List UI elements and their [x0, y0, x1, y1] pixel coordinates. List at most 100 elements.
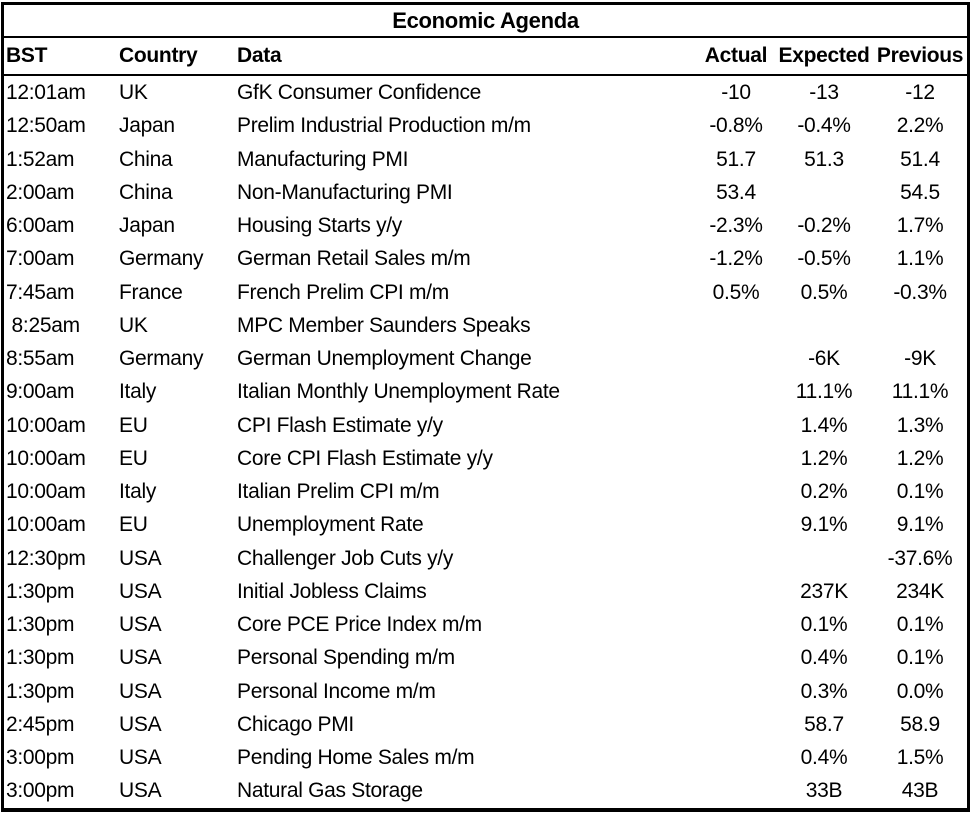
previous-cell: 43B — [901, 779, 939, 803]
expected-cell: -0.4% — [797, 114, 851, 138]
data-cell: Personal Spending m/m — [237, 646, 455, 670]
data-cell: Natural Gas Storage — [237, 779, 423, 803]
previous-cell: 1.2% — [896, 446, 944, 470]
country-cell: USA — [119, 712, 162, 736]
expected-cell: -0.2% — [797, 214, 851, 238]
expected-cell: -0.5% — [797, 247, 851, 271]
previous-cell: 58.9 — [900, 712, 940, 736]
actual-cell: 53.4 — [716, 180, 756, 204]
country-cell: UK — [119, 313, 148, 337]
table-row: 2:00am China Non-Manufacturing PMI 53.4 … — [4, 176, 967, 209]
actual-cell: -0.8% — [709, 114, 763, 138]
country-cell: China — [119, 180, 173, 204]
actual-cell — [697, 509, 775, 542]
actual-cell — [697, 608, 775, 641]
expected-cell: 9.1% — [800, 513, 848, 537]
time-cell: 7:45am — [6, 280, 75, 304]
previous-cell: 1.5% — [896, 746, 944, 770]
actual-cell — [697, 708, 775, 741]
col-header-bst: BST — [4, 37, 119, 76]
previous-cell: 51.4 — [900, 147, 940, 171]
actual-cell — [697, 775, 775, 808]
expected-cell: 0.3% — [800, 679, 848, 703]
time-cell: 8:55am — [6, 347, 75, 371]
country-cell: Germany — [119, 247, 204, 271]
time-cell: 1:30pm — [6, 579, 75, 603]
expected-cell: 1.2% — [800, 446, 848, 470]
previous-cell — [873, 309, 967, 342]
actual-cell — [697, 741, 775, 774]
table-row: 7:00am Germany German Retail Sales m/m -… — [4, 243, 967, 276]
country-cell: UK — [119, 80, 148, 104]
col-header-expected: Expected — [775, 37, 873, 76]
time-cell: 1:30pm — [6, 679, 75, 703]
actual-cell — [697, 342, 775, 375]
country-cell: China — [119, 147, 173, 171]
country-cell: France — [119, 280, 183, 304]
data-cell: Italian Monthly Unemployment Rate — [237, 380, 560, 404]
expected-cell: 1.4% — [800, 413, 848, 437]
previous-cell: -37.6% — [887, 546, 953, 570]
table-row: 1:52am China Manufacturing PMI 51.7 51.3… — [4, 143, 967, 176]
table-row: 10:00am EU Unemployment Rate 9.1% 9.1% — [4, 509, 967, 542]
expected-cell: 51.3 — [804, 147, 844, 171]
col-header-previous: Previous — [873, 37, 968, 76]
col-header-data: Data — [237, 37, 697, 76]
country-cell: USA — [119, 746, 162, 770]
data-cell: Core CPI Flash Estimate y/y — [237, 446, 493, 470]
actual-cell: -10 — [721, 80, 751, 104]
country-cell: USA — [119, 546, 162, 570]
previous-cell: 9.1% — [896, 513, 944, 537]
time-cell: 3:00pm — [6, 779, 75, 803]
country-cell: EU — [119, 413, 148, 437]
time-cell: 7:00am — [6, 247, 75, 271]
table-row: 1:30pm USA Personal Income m/m 0.3% 0.0% — [4, 675, 967, 708]
table-row: 8:55am Germany German Unemployment Chang… — [4, 342, 967, 375]
country-cell: Japan — [119, 114, 175, 138]
table-row: 6:00am Japan Housing Starts y/y -2.3% -0… — [4, 209, 967, 242]
previous-cell: 0.1% — [896, 480, 944, 504]
table-row: 2:45pm USA Chicago PMI 58.7 58.9 — [4, 708, 967, 741]
previous-cell: 11.1% — [891, 380, 949, 404]
country-cell: EU — [119, 446, 148, 470]
country-cell: USA — [119, 579, 162, 603]
time-cell: 8:25am — [6, 313, 81, 337]
time-cell: 10:00am — [6, 513, 86, 537]
previous-cell: 234K — [896, 579, 944, 603]
time-cell: 2:00am — [6, 180, 75, 204]
table-row: 1:30pm USA Initial Jobless Claims 237K 2… — [4, 575, 967, 608]
country-cell: EU — [119, 513, 148, 537]
data-cell: German Retail Sales m/m — [237, 247, 471, 271]
data-cell: Personal Income m/m — [237, 679, 436, 703]
time-cell: 9:00am — [6, 380, 75, 404]
actual-cell: -2.3% — [709, 214, 763, 238]
actual-cell — [697, 409, 775, 442]
table-row: 12:50am Japan Prelim Industrial Producti… — [4, 110, 967, 143]
data-cell: GfK Consumer Confidence — [237, 80, 482, 104]
previous-cell: 0.0% — [896, 679, 944, 703]
country-cell: Germany — [119, 347, 204, 371]
country-cell: Japan — [119, 214, 175, 238]
country-cell: Italy — [119, 380, 157, 404]
time-cell: 1:52am — [6, 147, 75, 171]
expected-cell — [775, 309, 873, 342]
actual-cell — [697, 475, 775, 508]
data-cell: Non-Manufacturing PMI — [237, 180, 453, 204]
country-cell: USA — [119, 779, 162, 803]
previous-cell: 1.3% — [896, 413, 944, 437]
country-cell: USA — [119, 646, 162, 670]
data-cell: Initial Jobless Claims — [237, 579, 427, 603]
col-header-actual: Actual — [697, 37, 775, 76]
expected-cell: 58.7 — [804, 712, 844, 736]
expected-cell: 0.5% — [800, 280, 848, 304]
expected-cell — [775, 542, 873, 575]
table-row: 3:00pm USA Natural Gas Storage 33B 43B — [4, 775, 967, 808]
table-row: 1:30pm USA Personal Spending m/m 0.4% 0.… — [4, 642, 967, 675]
previous-cell: 54.5 — [900, 180, 940, 204]
data-cell: Italian Prelim CPI m/m — [237, 480, 440, 504]
actual-cell — [697, 309, 775, 342]
table-row: 8:25am UK MPC Member Saunders Speaks — [4, 309, 967, 342]
page-title: Economic Agenda — [4, 5, 968, 38]
actual-cell — [697, 442, 775, 475]
data-cell: Housing Starts y/y — [237, 214, 402, 238]
